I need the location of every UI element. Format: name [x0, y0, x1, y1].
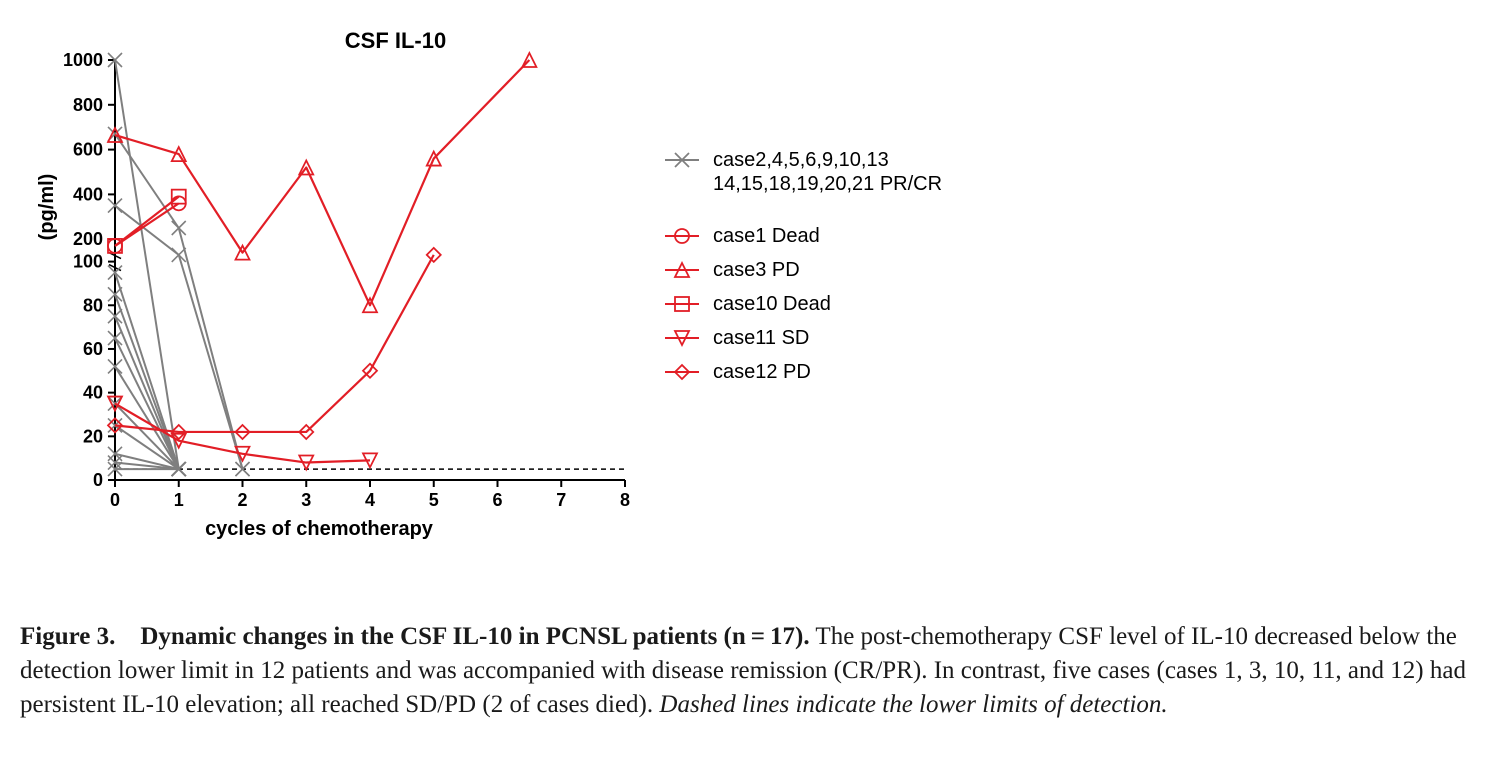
svg-text:CSF IL-10: CSF IL-10	[345, 28, 446, 53]
svg-text:800: 800	[73, 95, 103, 115]
svg-text:cycles of chemotherapy: cycles of chemotherapy	[205, 518, 434, 540]
svg-text:2: 2	[237, 490, 247, 510]
svg-text:4: 4	[365, 490, 375, 510]
chart-wrapper: CSF IL-100123456780204060801002004006008…	[20, 20, 1476, 580]
figure-container: CSF IL-100123456780204060801002004006008…	[20, 20, 1476, 721]
svg-text:case3 PD: case3 PD	[713, 259, 800, 281]
svg-text:20: 20	[83, 426, 103, 446]
svg-text:100: 100	[73, 252, 103, 272]
svg-text:200: 200	[73, 229, 103, 249]
svg-text:0: 0	[93, 470, 103, 490]
svg-text:3: 3	[301, 490, 311, 510]
chart-area: CSF IL-100123456780204060801002004006008…	[20, 20, 980, 580]
svg-text:1: 1	[174, 490, 184, 510]
csf-il10-chart: CSF IL-100123456780204060801002004006008…	[20, 20, 980, 580]
svg-text:case2,4,5,6,9,10,13: case2,4,5,6,9,10,13	[713, 149, 889, 171]
svg-text:600: 600	[73, 140, 103, 160]
figure-label: Figure 3.	[20, 623, 115, 650]
svg-text:1000: 1000	[63, 50, 103, 70]
svg-text:60: 60	[83, 339, 103, 359]
svg-text:40: 40	[83, 383, 103, 403]
svg-text:case11 SD: case11 SD	[713, 327, 809, 349]
svg-text:6: 6	[492, 490, 502, 510]
figure-title: Dynamic changes in the CSF IL-10 in PCNS…	[140, 623, 809, 650]
svg-text:80: 80	[83, 295, 103, 315]
svg-text:8: 8	[620, 490, 630, 510]
svg-text:0: 0	[110, 490, 120, 510]
svg-text:case1 Dead: case1 Dead	[713, 225, 820, 247]
svg-text:case10 Dead: case10 Dead	[713, 293, 831, 315]
svg-text:14,15,18,19,20,21 PR/CR: 14,15,18,19,20,21 PR/CR	[713, 173, 942, 195]
svg-text:(pg/ml): (pg/ml)	[36, 174, 58, 241]
svg-text:7: 7	[556, 490, 566, 510]
svg-text:400: 400	[73, 184, 103, 204]
figure-caption: Figure 3. Dynamic changes in the CSF IL-…	[20, 620, 1476, 721]
svg-text:case12 PD: case12 PD	[713, 361, 811, 383]
figure-note: Dashed lines indicate the lower limits o…	[659, 691, 1167, 718]
svg-text:5: 5	[429, 490, 439, 510]
